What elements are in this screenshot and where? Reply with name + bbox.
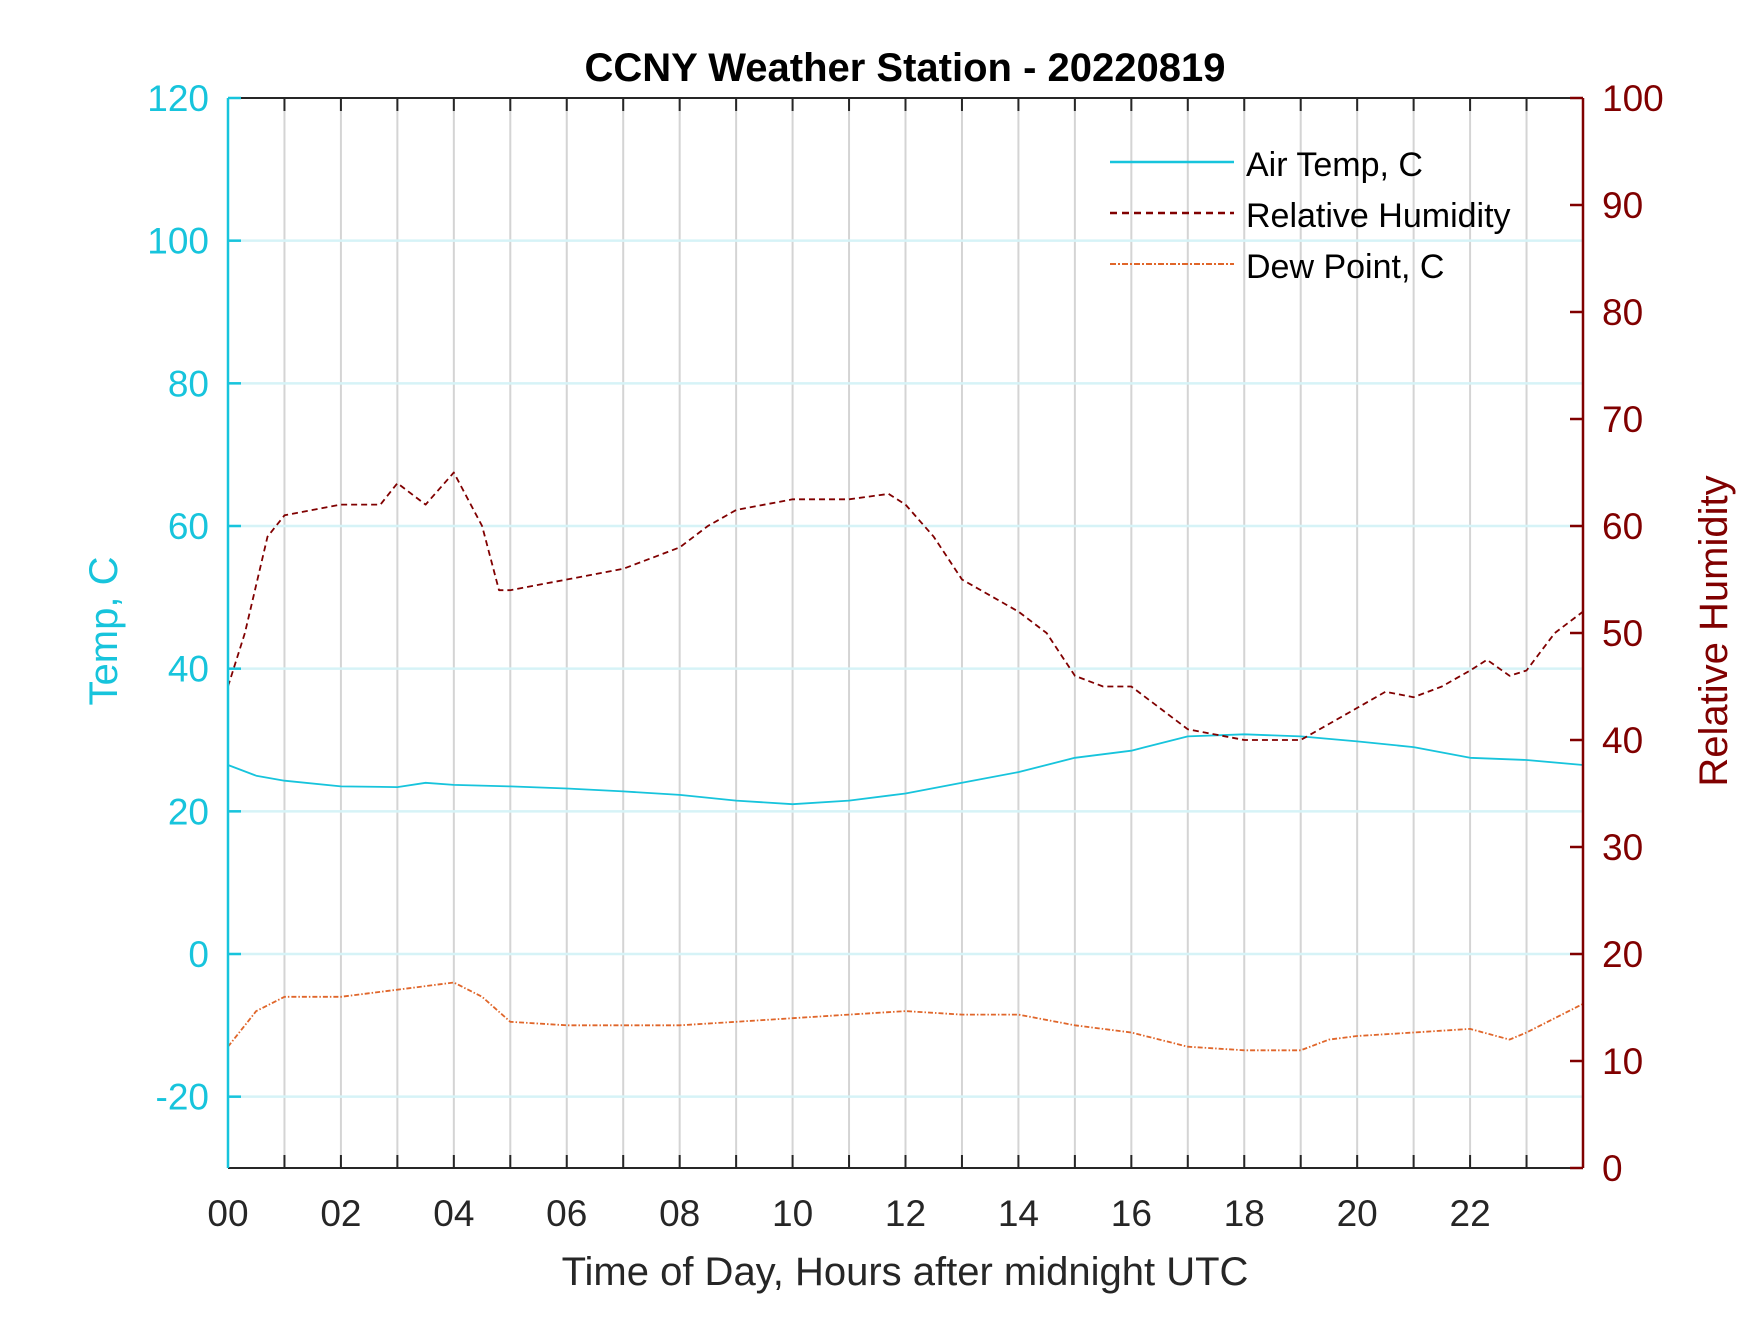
y-left-tick-label: 40 (168, 649, 209, 690)
y-right-tick-label: 70 (1602, 399, 1643, 440)
x-tick-label: 20 (1337, 1193, 1378, 1234)
y-right-tick-label: 0 (1602, 1148, 1623, 1189)
x-tick-label: 02 (320, 1193, 361, 1234)
y-left-tick-label: 0 (188, 934, 209, 975)
x-tick-label: 04 (433, 1193, 474, 1234)
y-right-axis-label: Relative Humidity (1692, 475, 1736, 786)
y-right-tick-label: 60 (1602, 506, 1643, 547)
legend-label-humidity: Relative Humidity (1246, 197, 1511, 235)
y-right-tick-label: 40 (1602, 720, 1643, 761)
y-left-axis-label: Temp, C (82, 557, 126, 706)
legend-label-air-temp: Air Temp, C (1246, 146, 1423, 184)
x-tick-label: 16 (1111, 1193, 1152, 1234)
legend-label-dew-point: Dew Point, C (1246, 248, 1444, 286)
x-tick-label: 10 (772, 1193, 813, 1234)
y-left-tick-label: 100 (147, 221, 209, 262)
x-tick-label: 22 (1450, 1193, 1491, 1234)
y-right-tick-label: 50 (1602, 613, 1643, 654)
x-tick-label: 08 (659, 1193, 700, 1234)
y-left-tick-label: 120 (147, 78, 209, 119)
x-tick-label: 12 (885, 1193, 926, 1234)
legend: Air Temp, C Relative Humidity Dew Point,… (1110, 146, 1511, 286)
series-line-relative-humidity (227, 471, 1584, 741)
series-line-dew-point-c (227, 981, 1584, 1052)
series-group (227, 471, 1584, 1052)
x-tick-label: 00 (207, 1193, 248, 1234)
y-left-tick-label: 80 (168, 363, 209, 404)
y-right-tick-label: 90 (1602, 185, 1643, 226)
y-left-tick-label: 20 (168, 791, 209, 832)
y-right-tick-label: 80 (1602, 292, 1643, 333)
y-left-tick-label: 60 (168, 506, 209, 547)
y-right-tick-label: 20 (1602, 934, 1643, 975)
x-tick-label: 18 (1224, 1193, 1265, 1234)
x-tick-label: 06 (546, 1193, 587, 1234)
y-right-tick-label: 10 (1602, 1041, 1643, 1082)
grid (228, 98, 1583, 1168)
chart-title: CCNY Weather Station - 20220819 (585, 46, 1226, 90)
y-right-tick-label: 30 (1602, 827, 1643, 868)
x-axis-label: Time of Day, Hours after midnight UTC (562, 1250, 1249, 1294)
y-right-tick-label: 100 (1602, 78, 1664, 119)
x-tick-label: 14 (998, 1193, 1039, 1234)
axes: 00 02 04 06 08 10 12 14 16 18 20 22-200204060801001… (147, 78, 1663, 1234)
series-line-air-temp-c (227, 733, 1584, 806)
y-left-tick-label: -20 (156, 1077, 209, 1118)
